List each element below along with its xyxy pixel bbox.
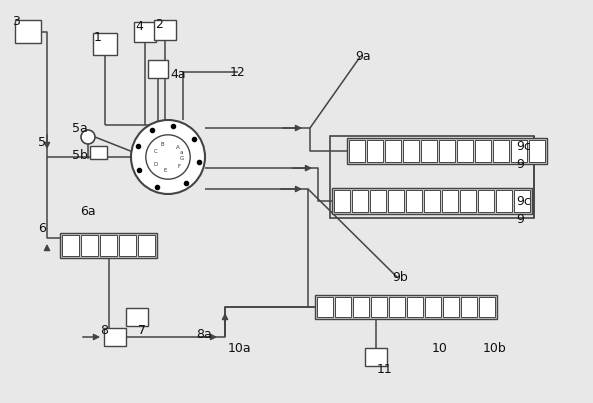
Text: F: F: [177, 164, 180, 168]
Text: 3: 3: [12, 15, 20, 28]
Bar: [60, 233, 157, 258]
Text: a: a: [180, 150, 183, 155]
Bar: [403, 140, 419, 162]
Text: 1: 1: [94, 31, 102, 44]
Bar: [479, 297, 495, 317]
Text: 9c: 9c: [516, 195, 531, 208]
Text: 8: 8: [100, 324, 108, 337]
Bar: [475, 140, 491, 162]
Bar: [478, 190, 494, 212]
Bar: [460, 190, 476, 212]
Bar: [514, 190, 530, 212]
Bar: [62, 235, 79, 256]
Bar: [332, 188, 532, 214]
Text: 9: 9: [516, 158, 524, 171]
Bar: [496, 190, 512, 212]
Text: 6a: 6a: [80, 205, 95, 218]
Bar: [365, 348, 387, 366]
Text: 12: 12: [230, 66, 246, 79]
Text: G: G: [180, 156, 184, 161]
Text: E: E: [164, 168, 167, 173]
Bar: [457, 140, 473, 162]
Bar: [407, 297, 423, 317]
Text: 9b: 9b: [392, 271, 408, 284]
Text: C: C: [154, 149, 157, 154]
Bar: [93, 33, 117, 55]
Text: 5a: 5a: [72, 122, 88, 135]
Bar: [347, 138, 547, 164]
Text: 4a: 4a: [170, 68, 186, 81]
Bar: [148, 60, 168, 78]
Bar: [334, 190, 350, 212]
Bar: [104, 328, 126, 346]
Text: 4: 4: [135, 20, 143, 33]
Text: 2: 2: [155, 18, 163, 31]
Bar: [370, 190, 386, 212]
Text: 11: 11: [377, 363, 393, 376]
Bar: [330, 136, 534, 218]
Bar: [442, 190, 458, 212]
Bar: [134, 22, 156, 42]
Text: 10: 10: [432, 342, 448, 355]
Bar: [100, 235, 117, 256]
Bar: [352, 190, 368, 212]
Bar: [389, 297, 405, 317]
Bar: [126, 308, 148, 326]
Circle shape: [81, 130, 95, 144]
Bar: [154, 20, 176, 40]
Bar: [353, 297, 369, 317]
Bar: [138, 235, 155, 256]
Circle shape: [146, 135, 190, 179]
Bar: [349, 140, 365, 162]
Text: B: B: [160, 142, 164, 147]
Circle shape: [131, 120, 205, 194]
Bar: [385, 140, 401, 162]
Bar: [317, 297, 333, 317]
Bar: [443, 297, 459, 317]
Bar: [119, 235, 136, 256]
Bar: [511, 140, 527, 162]
Bar: [81, 235, 98, 256]
Bar: [425, 297, 441, 317]
Text: 10a: 10a: [228, 342, 251, 355]
Bar: [439, 140, 455, 162]
Bar: [529, 140, 545, 162]
Bar: [461, 297, 477, 317]
Text: 5b: 5b: [72, 149, 88, 162]
Text: 6: 6: [38, 222, 46, 235]
Text: 9c: 9c: [516, 140, 531, 153]
Bar: [315, 295, 497, 319]
Bar: [406, 190, 422, 212]
Bar: [367, 140, 383, 162]
Bar: [15, 20, 41, 43]
Text: 9a: 9a: [355, 50, 371, 63]
Text: A: A: [176, 145, 180, 150]
Bar: [371, 297, 387, 317]
Text: D: D: [154, 162, 158, 166]
Bar: [493, 140, 509, 162]
Text: 7: 7: [138, 324, 146, 337]
Bar: [424, 190, 440, 212]
Bar: [90, 146, 107, 159]
Text: 8a: 8a: [196, 328, 212, 341]
Bar: [335, 297, 351, 317]
Text: 10b: 10b: [483, 342, 507, 355]
Bar: [421, 140, 437, 162]
Bar: [388, 190, 404, 212]
Text: 9: 9: [516, 213, 524, 226]
Text: 5: 5: [38, 136, 46, 149]
